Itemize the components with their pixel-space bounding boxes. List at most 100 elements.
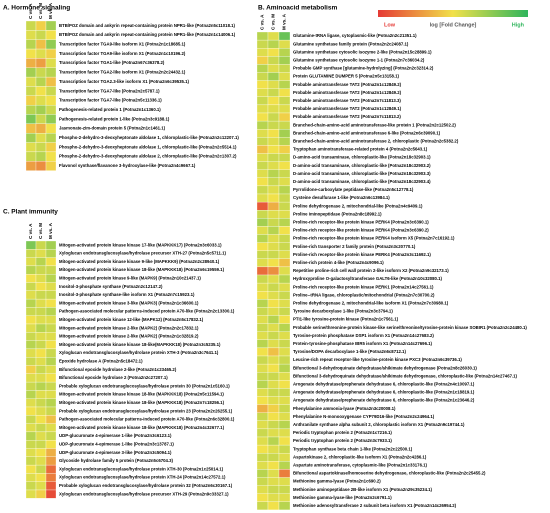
row-label: Probable aminotransferase TAT2 (Potna2n1… xyxy=(293,90,402,95)
heatmap-cell xyxy=(278,355,291,365)
row-label: Inositol-3-phosphate synthase-like isofo… xyxy=(59,292,195,297)
heatmap-cell xyxy=(25,290,37,300)
heatmap-cell xyxy=(256,129,269,138)
heatmap-cell xyxy=(25,282,37,291)
heatmap-cell xyxy=(256,120,269,130)
heatmap-cell xyxy=(45,315,57,325)
heatmap-cell xyxy=(45,67,57,78)
row-label: Mitogen-activated protein kinase 9-like … xyxy=(59,275,201,280)
heatmap-cell xyxy=(25,373,37,383)
row-label: Jasmonate-zim-domain protein 5 (Potna2n1… xyxy=(59,126,166,131)
row-label: Mitogen-activated protein kinase 2-like … xyxy=(59,325,199,330)
heatmap-cell xyxy=(278,80,291,89)
row-label: Probable aminotransferase TAT2 (Potna2n7… xyxy=(293,114,401,119)
heatmap-cell xyxy=(45,323,57,333)
heatmap-cell xyxy=(35,105,47,115)
heatmap-cell xyxy=(35,298,47,308)
heatmap-cell xyxy=(278,96,291,106)
heatmap-cell xyxy=(278,404,291,413)
heatmap-cell xyxy=(35,398,47,408)
row-label: Probable xyloglucan endotransglucosylase… xyxy=(59,383,230,388)
heatmap-cell xyxy=(256,64,269,73)
heatmap-cell xyxy=(256,291,269,300)
heatmap-cell xyxy=(256,420,269,430)
heatmap-cell xyxy=(256,88,269,97)
heatmap-cell xyxy=(256,242,269,251)
row-label: Inositol-3-phosphate synthase (Potna2n2c… xyxy=(59,284,163,289)
heatmap-cell xyxy=(278,120,291,130)
heatmap-cell xyxy=(267,210,280,219)
row-label: Aspartate aminotransferase, cytoplasmic-… xyxy=(293,462,428,467)
heatmap-cell xyxy=(25,307,37,316)
heatmap-cell xyxy=(256,169,269,178)
heatmap-cell xyxy=(267,72,280,81)
heatmap-cell xyxy=(267,129,280,138)
heatmap-cell xyxy=(35,86,47,96)
heatmap-cell xyxy=(267,153,280,162)
heatmap-cell xyxy=(25,95,37,106)
heatmap-cell xyxy=(278,56,291,65)
heatmap-cell xyxy=(278,218,291,227)
heatmap-cell xyxy=(278,104,291,114)
heatmap-cell xyxy=(35,20,47,31)
heatmap-cell xyxy=(278,177,291,187)
heatmap-cell xyxy=(45,431,57,441)
heatmap-cell xyxy=(35,58,47,68)
column-label: C vs. M xyxy=(38,223,43,239)
heatmap-cell xyxy=(267,242,280,251)
row-label: D-amino-acid transaminase, chloroplastic… xyxy=(293,163,431,168)
heatmap-cell xyxy=(256,501,269,511)
row-label: Xyloglucan endotransglucosylase/hydrolas… xyxy=(59,491,229,496)
heatmap-cell xyxy=(267,56,280,65)
column-label: M vs. A xyxy=(48,2,53,19)
heatmap-cell xyxy=(278,266,291,276)
row-label: Proline iminopeptidase (Potna2n8c18992.1… xyxy=(293,211,382,216)
heatmap-cell xyxy=(278,493,291,502)
heatmap-cell xyxy=(35,332,47,341)
row-label: Mitogen-activated protein kinase kinase … xyxy=(59,259,220,264)
heatmap-cell xyxy=(278,347,291,357)
heatmap-cell xyxy=(25,348,37,358)
heatmap-cell xyxy=(45,114,57,125)
row-label: Proline-rich protein 4-like (Potna2n4c90… xyxy=(293,260,384,265)
row-label: Methionine gamma-lyase (Potna2n1c690.2) xyxy=(293,479,381,484)
heatmap-cell xyxy=(25,332,37,341)
row-label: Methionine gamma-lyase-like (Potna2n2c67… xyxy=(293,495,392,500)
heatmap-cell xyxy=(45,30,57,40)
heatmap-cell xyxy=(256,315,269,324)
heatmap-cell xyxy=(267,339,280,349)
panel-title: B. Aminoacid metabolism xyxy=(258,5,337,12)
heatmap-cell xyxy=(278,185,291,195)
heatmap-cell xyxy=(278,388,291,397)
heatmap-cell xyxy=(35,481,47,491)
row-label: Phospho-2-dehydro-3-deoxyheptonate aldol… xyxy=(59,144,237,149)
row-label: Proline dehydrogenase 2, mitochondrial-l… xyxy=(293,203,423,208)
heatmap-cell xyxy=(256,412,269,421)
heatmap-cell xyxy=(25,274,37,283)
heatmap-cell xyxy=(256,282,269,292)
heatmap-cell xyxy=(25,48,37,59)
row-label: Probable aminotransferase TAT2 (Potna2n1… xyxy=(293,82,402,87)
heatmap-cell xyxy=(45,274,57,283)
row-label: Tyrosine decarboxylase 1-like (Potna2n3c… xyxy=(293,309,393,314)
heatmap-cell xyxy=(256,469,269,478)
row-label: Bifunctional 3-dehydroquinate dehydratas… xyxy=(293,373,518,378)
row-label: Xyloglucan endotransglucosylase/hydrolas… xyxy=(59,466,224,471)
row-label: Transcription factor TGA2.3-like isoform… xyxy=(59,79,189,84)
heatmap-cell xyxy=(256,453,269,462)
heatmap-cell xyxy=(45,123,57,134)
row-label: Mitogen-activated protein kinase kinase … xyxy=(59,425,225,430)
heatmap-cell xyxy=(25,464,37,474)
heatmap-cell xyxy=(35,440,47,449)
heatmap-cell xyxy=(267,428,280,438)
heatmap-cell xyxy=(35,142,47,153)
heatmap-cell xyxy=(35,448,47,457)
heatmap-cell xyxy=(267,169,280,178)
heatmap-cell xyxy=(267,485,280,494)
heatmap-cell xyxy=(35,489,47,499)
heatmap-cell xyxy=(35,390,47,399)
heatmap-cell xyxy=(35,257,47,267)
heatmap-cell xyxy=(35,151,47,162)
heatmap-cell xyxy=(25,142,37,153)
heatmap-cell xyxy=(256,461,269,470)
